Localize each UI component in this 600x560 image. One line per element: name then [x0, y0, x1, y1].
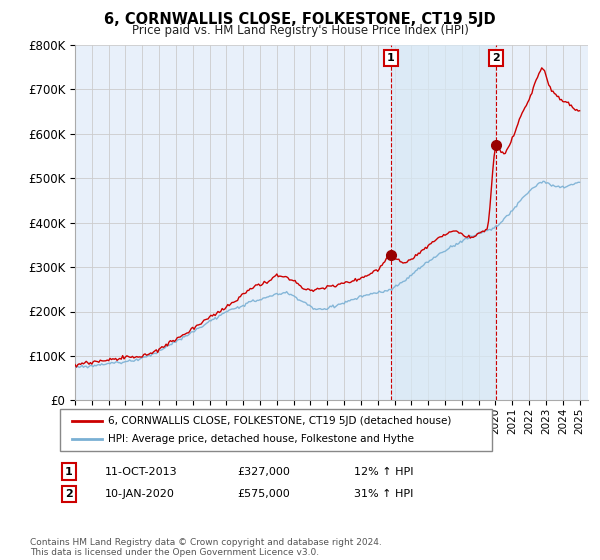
Text: 2: 2 — [492, 53, 500, 63]
Text: HPI: Average price, detached house, Folkestone and Hythe: HPI: Average price, detached house, Folk… — [108, 434, 414, 444]
Text: 10-JAN-2020: 10-JAN-2020 — [105, 489, 175, 499]
Text: £327,000: £327,000 — [237, 466, 290, 477]
Text: 31% ↑ HPI: 31% ↑ HPI — [354, 489, 413, 499]
Text: 6, CORNWALLIS CLOSE, FOLKESTONE, CT19 5JD: 6, CORNWALLIS CLOSE, FOLKESTONE, CT19 5J… — [104, 12, 496, 27]
Text: 12% ↑ HPI: 12% ↑ HPI — [354, 466, 413, 477]
Text: 6, CORNWALLIS CLOSE, FOLKESTONE, CT19 5JD (detached house): 6, CORNWALLIS CLOSE, FOLKESTONE, CT19 5J… — [108, 416, 451, 426]
Text: 1: 1 — [65, 466, 73, 477]
Text: Price paid vs. HM Land Registry's House Price Index (HPI): Price paid vs. HM Land Registry's House … — [131, 24, 469, 37]
Text: 11-OCT-2013: 11-OCT-2013 — [105, 466, 178, 477]
Text: 2: 2 — [65, 489, 73, 499]
Text: Contains HM Land Registry data © Crown copyright and database right 2024.
This d: Contains HM Land Registry data © Crown c… — [30, 538, 382, 557]
Bar — [391, 45, 496, 400]
Text: 1: 1 — [387, 53, 395, 63]
Text: £575,000: £575,000 — [237, 489, 290, 499]
